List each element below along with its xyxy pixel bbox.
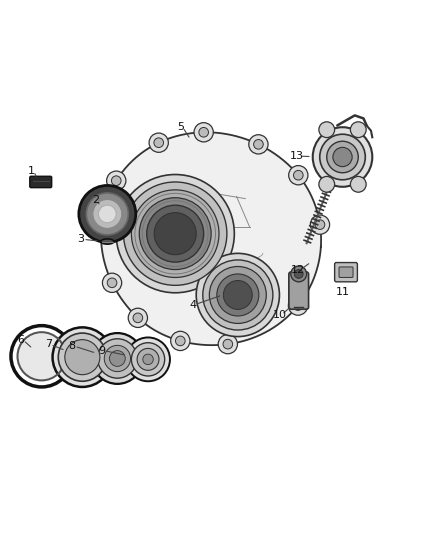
Circle shape (209, 266, 266, 324)
Circle shape (254, 140, 263, 149)
Circle shape (149, 133, 168, 152)
Circle shape (137, 349, 159, 370)
Circle shape (319, 122, 335, 138)
Circle shape (19, 334, 64, 379)
Circle shape (79, 185, 136, 243)
Circle shape (128, 308, 148, 327)
Circle shape (333, 147, 352, 167)
Circle shape (110, 351, 125, 366)
Circle shape (147, 205, 204, 262)
FancyBboxPatch shape (335, 263, 357, 282)
Circle shape (327, 141, 358, 173)
Circle shape (143, 354, 153, 365)
Circle shape (106, 171, 126, 190)
Text: 8: 8 (69, 341, 76, 351)
Circle shape (319, 176, 335, 192)
Circle shape (104, 345, 131, 372)
Circle shape (116, 174, 234, 293)
Circle shape (131, 343, 165, 376)
Circle shape (154, 138, 163, 148)
Circle shape (196, 253, 279, 336)
Circle shape (92, 333, 143, 384)
Circle shape (133, 313, 143, 322)
Circle shape (199, 127, 208, 137)
Circle shape (291, 266, 307, 282)
Circle shape (194, 123, 213, 142)
Text: 7: 7 (45, 340, 52, 350)
Circle shape (53, 327, 112, 387)
Circle shape (223, 340, 233, 349)
Circle shape (126, 337, 170, 381)
Text: 5: 5 (177, 122, 184, 132)
Circle shape (311, 215, 330, 235)
Circle shape (350, 122, 366, 138)
Circle shape (107, 278, 117, 288)
Circle shape (102, 273, 122, 293)
Text: 13: 13 (290, 151, 304, 161)
Circle shape (171, 332, 190, 351)
Circle shape (58, 333, 106, 381)
Circle shape (98, 339, 137, 378)
Text: 10: 10 (272, 310, 286, 320)
Circle shape (313, 127, 372, 187)
Circle shape (289, 166, 308, 185)
Text: 9: 9 (98, 345, 105, 356)
FancyBboxPatch shape (339, 267, 353, 278)
Circle shape (223, 280, 252, 310)
Circle shape (92, 217, 111, 237)
Circle shape (111, 176, 121, 185)
Ellipse shape (101, 239, 114, 244)
Circle shape (96, 222, 106, 232)
Circle shape (139, 198, 211, 270)
Text: 3: 3 (78, 235, 85, 244)
Circle shape (124, 182, 227, 285)
Circle shape (131, 190, 219, 278)
FancyBboxPatch shape (289, 272, 309, 309)
Circle shape (99, 205, 116, 223)
FancyBboxPatch shape (30, 176, 52, 188)
Circle shape (203, 260, 273, 330)
Circle shape (217, 274, 259, 316)
Circle shape (86, 193, 128, 235)
Circle shape (218, 335, 237, 354)
Circle shape (154, 213, 196, 255)
Circle shape (315, 220, 325, 230)
Text: 4: 4 (189, 300, 196, 310)
Circle shape (293, 301, 303, 310)
Circle shape (93, 199, 122, 229)
Text: 1: 1 (28, 166, 35, 176)
Circle shape (350, 176, 366, 192)
Text: 11: 11 (336, 287, 350, 297)
Text: 6: 6 (18, 335, 25, 345)
Circle shape (249, 135, 268, 154)
Polygon shape (101, 132, 321, 345)
Text: 2: 2 (92, 195, 99, 205)
Text: 12: 12 (291, 265, 305, 275)
Circle shape (65, 340, 100, 375)
Circle shape (288, 296, 307, 315)
Circle shape (294, 270, 303, 278)
Circle shape (320, 134, 365, 180)
Circle shape (176, 336, 185, 346)
Circle shape (293, 171, 303, 180)
